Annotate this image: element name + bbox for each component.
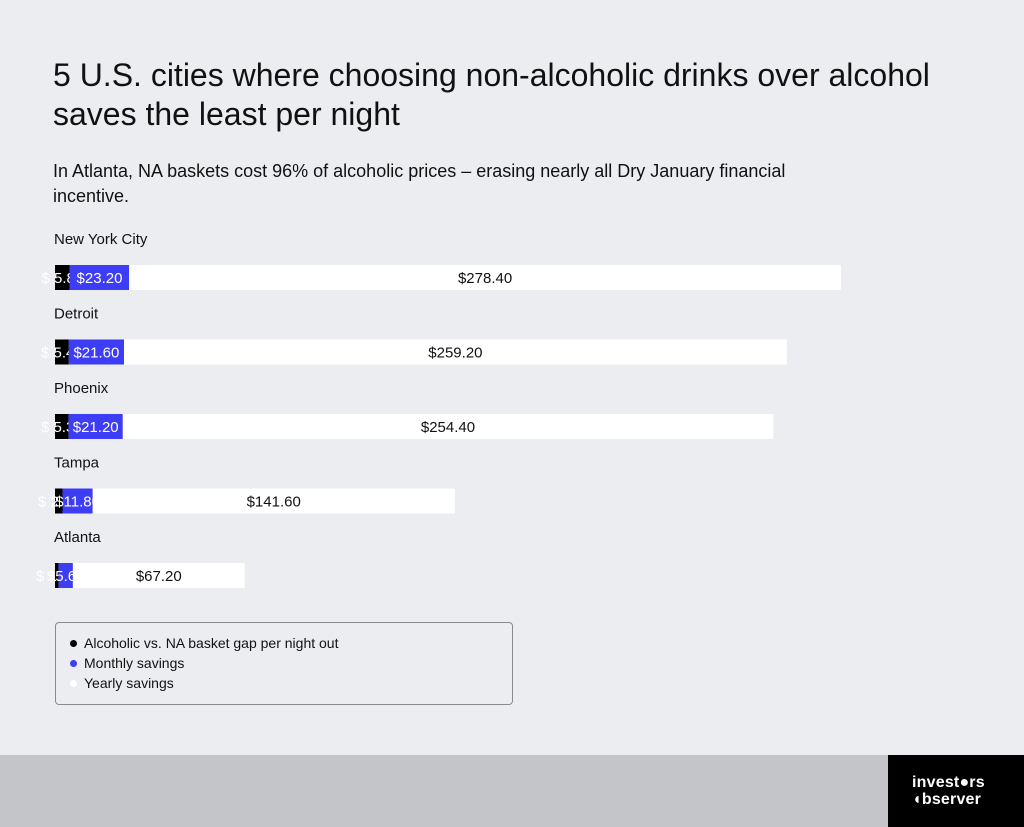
category-label-tampa: Tampa (54, 455, 100, 472)
logo-line-1: invest●rs (912, 774, 985, 791)
data-label-yearly-detroit: $259.20 (428, 345, 482, 362)
category-label-phoenix: Phoenix (54, 380, 109, 397)
data-label-monthly-new-york-city: $23.20 (77, 270, 123, 287)
legend-item-monthly: Monthly savings (70, 653, 512, 673)
chart-title: 5 U.S. cities where choosing non-alcohol… (53, 57, 930, 132)
legend-swatch-gap (70, 639, 77, 647)
bar-chart: New York City$ 5.80$23.20 $278.40Detroit$… (36, 231, 841, 588)
data-label-yearly-tampa: $141.60 (247, 494, 301, 511)
chart-subtitle: In Atlanta, NA baskets cost 96% of alcoh… (53, 161, 786, 206)
footer-band: invest●rs ◖bserver (0, 755, 1024, 827)
category-label-atlanta: Atlanta (54, 529, 101, 546)
data-label-yearly-atlanta: $67.20 (136, 568, 182, 585)
bar-monthly-new-york-city (69, 265, 130, 290)
bar-monthly-detroit (68, 339, 124, 365)
bar-monthly-atlanta (58, 563, 73, 588)
bar-yearly-tampa (92, 488, 455, 514)
bar-monthly-phoenix (68, 414, 123, 439)
bar-gap-detroit (55, 339, 69, 365)
legend-label-yearly: Yearly savings (84, 675, 174, 691)
chart-legend: Alcoholic vs. NA basket gap per night ou… (55, 622, 513, 705)
data-label-monthly-phoenix: $21.20 (73, 419, 119, 436)
legend-swatch-monthly (70, 659, 77, 667)
category-label-detroit: Detroit (54, 306, 99, 323)
data-label-yearly-phoenix: $254.40 (421, 419, 475, 436)
bar-yearly-phoenix (122, 414, 774, 439)
data-label-monthly-detroit: $21.60 (73, 345, 119, 362)
bar-gap-new-york-city (55, 265, 70, 290)
bar-yearly-detroit (124, 339, 787, 365)
data-label-yearly-new-york-city: $278.40 (458, 270, 512, 287)
legend-item-yearly: Yearly savings (70, 673, 512, 693)
bar-monthly-tampa (62, 488, 93, 514)
logo-line-2: ◖bserver (912, 791, 982, 808)
legend-item-gap: Alcoholic vs. NA basket gap per night ou… (70, 633, 512, 653)
bar-gap-atlanta (55, 563, 59, 588)
bar-gap-tampa (55, 488, 63, 514)
data-label-monthly-tampa: $11.80 (55, 494, 100, 511)
bar-yearly-new-york-city (129, 265, 841, 290)
legend-swatch-yearly (70, 679, 77, 687)
bar-gap-phoenix (55, 414, 69, 439)
investors-observer-logo: invest●rs ◖bserver (888, 755, 1024, 827)
bar-yearly-atlanta (72, 563, 245, 588)
legend-label-gap: Alcoholic vs. NA basket gap per night ou… (84, 635, 339, 651)
legend-label-monthly: Monthly savings (84, 655, 185, 671)
category-label-new-york-city: New York City (54, 231, 148, 248)
